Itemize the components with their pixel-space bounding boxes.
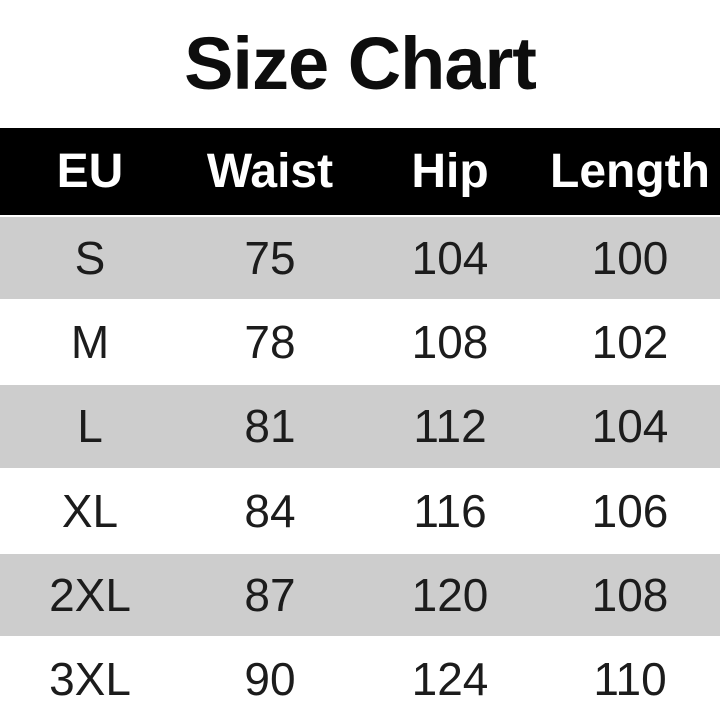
cell-waist: 81 — [244, 400, 296, 453]
cell-size: XL — [61, 484, 119, 537]
cell-waist: 90 — [244, 652, 296, 705]
cell-hip: 120 — [411, 568, 489, 621]
cell-waist: 75 — [244, 232, 296, 285]
cell-hip: 104 — [411, 232, 489, 285]
header-cell-hip: Hip — [411, 145, 489, 198]
header-cell-waist: Waist — [206, 145, 334, 198]
cell-waist: 87 — [244, 568, 296, 621]
cell-length: 100 — [591, 232, 669, 285]
table-row-m: M 78 108 102 — [0, 301, 720, 384]
cell-hip: 108 — [411, 316, 489, 369]
cell-length: 102 — [591, 316, 669, 369]
cell-waist: 78 — [244, 316, 296, 369]
table-row-s: S 75 104 100 — [0, 215, 720, 302]
header-cell-length: Length — [550, 145, 710, 198]
table-row-3xl: 3XL 90 124 110 — [0, 637, 720, 720]
size-table: EU Waist Hip Length S 75 104 100 M 78 10… — [0, 128, 720, 720]
cell-length: 104 — [591, 400, 669, 453]
table-row-l: L 81 112 104 — [0, 383, 720, 470]
cell-waist: 84 — [244, 484, 296, 537]
cell-size: S — [74, 232, 106, 285]
cell-size: 2XL — [49, 568, 131, 621]
page-title: Size Chart — [184, 22, 537, 105]
cell-length: 110 — [593, 652, 667, 705]
table-header-row: EU Waist Hip Length — [0, 128, 720, 215]
cell-hip: 112 — [413, 400, 487, 453]
cell-length: 108 — [591, 568, 669, 621]
cell-hip: 124 — [411, 652, 489, 705]
header-cell-eu: EU — [56, 145, 124, 198]
cell-size: L — [77, 400, 103, 453]
table-row-xl: XL 84 116 106 — [0, 469, 720, 552]
cell-size: 3XL — [49, 652, 131, 705]
cell-hip: 116 — [413, 484, 487, 537]
cell-size: M — [70, 316, 110, 369]
title-section: Size Chart — [0, 0, 720, 128]
cell-length: 106 — [591, 484, 669, 537]
table-row-2xl: 2XL 87 120 108 — [0, 551, 720, 638]
